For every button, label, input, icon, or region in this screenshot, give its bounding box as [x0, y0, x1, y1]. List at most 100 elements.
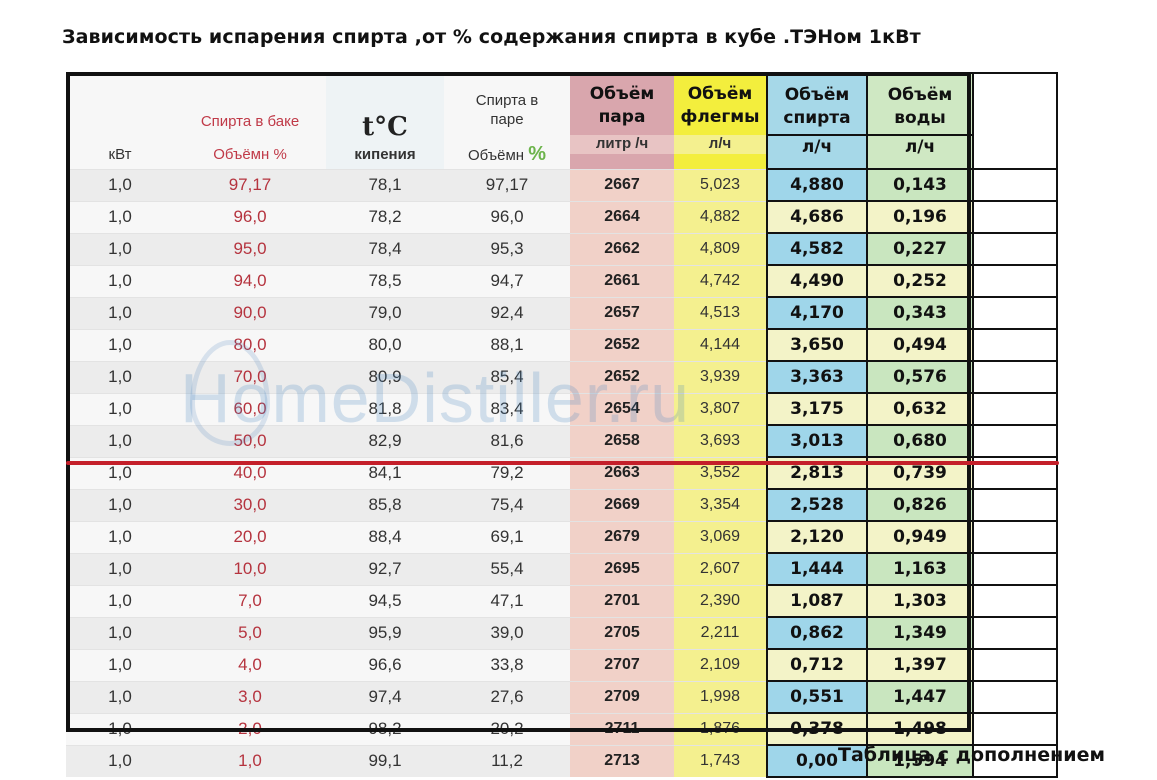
cell-vapor-percent: 95,3 [444, 232, 570, 265]
header-water-unit: л/ч [869, 133, 971, 159]
cell-kw: 1,0 [66, 392, 174, 425]
cell-vapor-percent: 11,2 [444, 744, 570, 777]
cell-vapor-volume: 2658 [570, 424, 674, 457]
header-tank-label-1: Спирта в баке [200, 113, 300, 130]
header-phlegm-2: флегмы [680, 106, 760, 127]
cell-boiling-temp: 94,5 [326, 584, 444, 617]
cell-kw: 1,0 [66, 168, 174, 201]
cell-phlegm-volume: 2,211 [674, 616, 767, 649]
cell-boiling-temp: 79,0 [326, 296, 444, 329]
cell-tank-percent: 70,0 [174, 360, 326, 393]
cell-tank-percent: 60,0 [174, 392, 326, 425]
cell-phlegm-volume: 2,607 [674, 552, 767, 585]
cell-vapor-percent: 75,4 [444, 488, 570, 521]
header-row: кВт Спирта в баке Объёмн % t°C кипения С… [66, 72, 1058, 170]
cell-kw: 1,0 [66, 648, 174, 681]
table-row: 1,0 80,0 80,0 88,1 2652 4,144 3,650 0,494 [66, 328, 1058, 362]
cell-phlegm-volume: 3,939 [674, 360, 767, 393]
cell-tank-percent: 2,0 [174, 712, 326, 745]
cell-phlegm-volume: 3,354 [674, 488, 767, 521]
cell-water-volume: 1,594 [866, 744, 974, 778]
cell-tank-percent: 30,0 [174, 488, 326, 521]
cell-boiling-temp: 78,1 [326, 168, 444, 201]
cell-water-volume: 0,949 [866, 520, 974, 554]
cell-extra-empty [972, 616, 1058, 650]
cell-tank-percent: 90,0 [174, 296, 326, 329]
cell-spirit-volume: 3,363 [766, 360, 868, 394]
table-row: 1,0 96,0 78,2 96,0 2664 4,882 4,686 0,196 [66, 200, 1058, 234]
cell-tank-percent: 80,0 [174, 328, 326, 361]
table-row: 1,0 4,0 96,6 33,8 2707 2,109 0,712 1,397 [66, 648, 1058, 682]
cell-extra-empty [972, 648, 1058, 682]
table-row: 1,0 97,17 78,1 97,17 2667 5,023 4,880 0,143 [66, 168, 1058, 202]
cell-phlegm-volume: 4,742 [674, 264, 767, 297]
cell-phlegm-volume: 5,023 [674, 168, 767, 201]
header-spirit-1: Объём [784, 85, 850, 105]
header-vapor-volume-1: Объём [589, 84, 655, 104]
cell-water-volume: 1,397 [866, 648, 974, 682]
table-row: 1,0 95,0 78,4 95,3 2662 4,809 4,582 0,227 [66, 232, 1058, 266]
footer-caption: Таблица с дополнением [838, 744, 1106, 766]
cell-phlegm-volume: 4,513 [674, 296, 767, 329]
cell-water-volume: 0,632 [866, 392, 974, 426]
cell-extra-empty [972, 232, 1058, 266]
cell-kw: 1,0 [66, 680, 174, 713]
cell-vapor-percent: 39,0 [444, 616, 570, 649]
cell-phlegm-volume: 3,807 [674, 392, 767, 425]
cell-water-volume: 0,576 [866, 360, 974, 394]
cell-vapor-percent: 20,2 [444, 712, 570, 745]
cell-tank-percent: 4,0 [174, 648, 326, 681]
header-vapor-volume: Объём пара литр /ч [570, 73, 674, 169]
cell-kw: 1,0 [66, 552, 174, 585]
cell-spirit-volume: 3,175 [766, 392, 868, 426]
cell-vapor-percent: 47,1 [444, 584, 570, 617]
cell-boiling-temp: 88,4 [326, 520, 444, 553]
header-tank-percent: Спирта в баке Объёмн % [174, 73, 326, 169]
cell-boiling-temp: 78,4 [326, 232, 444, 265]
cell-extra-empty [972, 328, 1058, 362]
cell-vapor-volume: 2679 [570, 520, 674, 553]
cell-phlegm-volume: 3,069 [674, 520, 767, 553]
header-spirit-unit: л/ч [769, 133, 865, 159]
cell-tank-percent: 97,17 [174, 168, 326, 201]
header-vapor-percent: Спирта в паре Объёмн % [444, 73, 570, 169]
table-row: 1,0 90,0 79,0 92,4 2657 4,513 4,170 0,343 [66, 296, 1058, 330]
cell-boiling-temp: 82,9 [326, 424, 444, 457]
header-water-2: воды [894, 107, 946, 128]
cell-vapor-volume: 2654 [570, 392, 674, 425]
cell-water-volume: 1,303 [866, 584, 974, 618]
cell-boiling-temp: 92,7 [326, 552, 444, 585]
header-kw-label: кВт [108, 145, 132, 163]
cell-vapor-percent: 27,6 [444, 680, 570, 713]
cell-phlegm-volume: 1,998 [674, 680, 767, 713]
cell-boiling-temp: 96,6 [326, 648, 444, 681]
cell-vapor-volume: 2713 [570, 744, 674, 777]
cell-water-volume: 1,163 [866, 552, 974, 586]
cell-spirit-volume: 4,582 [766, 232, 868, 266]
cell-boiling-temp: 97,4 [326, 680, 444, 713]
cell-vapor-volume: 2711 [570, 712, 674, 745]
header-boiling-temp: t°C кипения [326, 73, 444, 169]
cell-vapor-percent: 96,0 [444, 200, 570, 233]
header-water-1: Объём [887, 85, 953, 105]
cell-phlegm-volume: 4,144 [674, 328, 767, 361]
cell-vapor-percent: 88,1 [444, 328, 570, 361]
table-row: 1,0 2,0 98,2 20,2 2711 1,876 0,378 1,498 [66, 712, 1058, 746]
cell-spirit-volume: 0,712 [766, 648, 868, 682]
cell-vapor-percent: 55,4 [444, 552, 570, 585]
cell-phlegm-volume: 1,743 [674, 744, 767, 777]
cell-tank-percent: 20,0 [174, 520, 326, 553]
header-vapor-volume-2: пара [598, 106, 646, 127]
cell-water-volume: 0,196 [866, 200, 974, 234]
table-row: 1,0 50,0 82,9 81,6 2658 3,693 3,013 0,680 [66, 424, 1058, 458]
cell-water-volume: 1,349 [866, 616, 974, 650]
cell-vapor-volume: 2709 [570, 680, 674, 713]
header-spirit-2: спирта [783, 107, 851, 128]
header-temp-sub: кипения [354, 145, 416, 163]
cell-phlegm-volume: 2,109 [674, 648, 767, 681]
table-row: 1,0 5,0 95,9 39,0 2705 2,211 0,862 1,349 [66, 616, 1058, 650]
cell-spirit-volume: 2,120 [766, 520, 868, 554]
cell-kw: 1,0 [66, 584, 174, 617]
cell-extra-empty [972, 712, 1058, 746]
cell-vapor-percent: 81,6 [444, 424, 570, 457]
